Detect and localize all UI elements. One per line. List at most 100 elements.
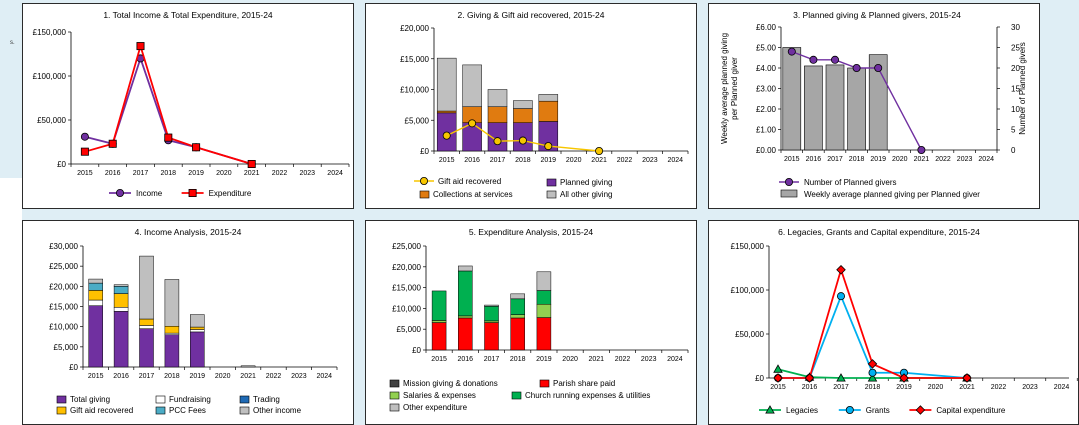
x-tick-label: 2019 bbox=[188, 170, 204, 177]
x-tick-label: 2022 bbox=[272, 170, 288, 177]
x-tick-label: 2022 bbox=[615, 356, 631, 363]
chart-panel-5: 5. Expenditure Analysis, 2015-24 £0 £5,000… bbox=[365, 220, 697, 425]
bar-segment-collections-at-services bbox=[513, 108, 533, 123]
chart-panel-6: 6. Legacies, Grants and Capital expendit… bbox=[708, 220, 1079, 425]
data-point-grants bbox=[836, 292, 845, 301]
x-tick-label: 2020 bbox=[566, 157, 582, 164]
bar-segment-other-income bbox=[88, 278, 103, 284]
bar-segment-other-income bbox=[190, 314, 205, 328]
legend-label-income: Income bbox=[136, 189, 163, 198]
bar-segment-total-giving bbox=[164, 334, 180, 368]
bar-segment-salaries-expenses bbox=[510, 314, 525, 319]
data-point-number-of-planned-givers bbox=[852, 64, 861, 73]
data-point-grants bbox=[868, 368, 877, 377]
x-tick-label: 2016 bbox=[458, 356, 474, 363]
bar-segment-pcc-fees bbox=[88, 282, 103, 291]
x-tick-label: 2020 bbox=[562, 356, 578, 363]
x-tick-label: 2022 bbox=[617, 157, 633, 164]
data-point-capital-expenditure bbox=[867, 359, 878, 369]
data-point-capital-expenditure bbox=[836, 264, 846, 275]
data-point-gift-aid-recovered bbox=[468, 119, 477, 128]
legend-label-weekly-average-planned-giving-per-planned-giver: Weekly average planned giving per Planne… bbox=[804, 190, 980, 199]
bar-segment-salaries-expenses bbox=[536, 303, 552, 318]
legend-swatch-collections-at-services bbox=[419, 190, 430, 199]
chart-title: 3. Planned giving & Planned givers, 2015… bbox=[793, 10, 961, 20]
bar-segment-gift-aid-recovered bbox=[88, 290, 103, 301]
bar-segment-pcc-fees bbox=[113, 286, 129, 294]
x-tick-label: 2022 bbox=[266, 373, 282, 380]
x-tick-label: 2015 bbox=[439, 157, 455, 164]
x-tick-label: 2021 bbox=[240, 373, 256, 380]
data-point-expenditure bbox=[164, 133, 173, 142]
bar-segment-total-giving bbox=[88, 305, 103, 368]
legend-marker-capital-expenditure bbox=[915, 405, 926, 415]
legend-swatch-other-income bbox=[239, 406, 250, 415]
data-point-expenditure bbox=[192, 143, 201, 152]
y-tick-label: £0 bbox=[57, 160, 66, 169]
legend-label-church-running-expenses-utilities: Church running expenses & utilities bbox=[525, 391, 650, 400]
side-blank bbox=[0, 178, 22, 425]
legend-label-grants: Grants bbox=[866, 406, 890, 415]
chart-title: 6. Legacies, Grants and Capital expendit… bbox=[778, 227, 980, 237]
bar-segment-church-running-expenses-utilities bbox=[458, 270, 473, 317]
x-tick-label: 2018 bbox=[865, 384, 881, 391]
y-tick-label: £150,000 bbox=[33, 28, 67, 37]
legend-marker-number-of-planned-givers bbox=[785, 177, 794, 186]
y-tick-label: £20,000 bbox=[49, 282, 78, 291]
series-line-capital-expenditure bbox=[778, 266, 967, 379]
data-point-expenditure bbox=[108, 139, 117, 148]
legend-label-number-of-planned-givers: Number of Planned givers bbox=[804, 178, 897, 187]
legend-label-planned-giving: Planned giving bbox=[560, 178, 612, 187]
y-tick-label: £5,000 bbox=[405, 116, 430, 125]
bar-segment-other-income bbox=[164, 279, 180, 327]
x-tick-label: 2015 bbox=[88, 373, 104, 380]
legend-swatch-parish-share-paid bbox=[539, 379, 550, 388]
legend-marker-expenditure bbox=[188, 188, 197, 197]
legend-label-gift-aid-recovered: Gift aid recovered bbox=[70, 406, 133, 415]
x-tick-label: 2023 bbox=[291, 373, 307, 380]
x-tick-label: 2019 bbox=[896, 384, 912, 391]
y-tick-label: £10,000 bbox=[392, 304, 421, 313]
legend-label-other-expenditure: Other expenditure bbox=[403, 403, 468, 412]
y-tick-label: £30,000 bbox=[49, 242, 78, 251]
bar-segment-other-income bbox=[113, 284, 129, 287]
data-point-number-of-planned-givers bbox=[809, 55, 818, 64]
x-tick-label: 2023 bbox=[1022, 384, 1038, 391]
y2-tick-label: 30 bbox=[1011, 23, 1020, 32]
y2-tick-label: 5 bbox=[1011, 126, 1016, 135]
data-point-gift-aid-recovered bbox=[595, 146, 604, 155]
chart-4: 4. Income Analysis, 2015-24 £0 £5,000 £10,0… bbox=[49, 227, 338, 415]
data-point-legacies bbox=[867, 373, 878, 382]
data-point-gift-aid-recovered bbox=[442, 131, 451, 140]
bar-segment-parish-share-paid bbox=[536, 317, 552, 351]
x-tick-label: 2015 bbox=[77, 170, 93, 177]
x-tick-label: 2021 bbox=[589, 356, 605, 363]
series-line-income bbox=[84, 55, 252, 165]
legend-label-collections-at-services: Collections at services bbox=[433, 190, 513, 199]
bar-weekly-average-planned-giving-per-planned-giver bbox=[782, 47, 802, 151]
bar-segment-salaries-expenses bbox=[431, 320, 447, 323]
x-tick-label: 2020 bbox=[215, 373, 231, 380]
legend-marker-income bbox=[116, 188, 125, 197]
bar-weekly-average-planned-giving-per-planned-giver bbox=[847, 67, 866, 151]
bar-segment-parish-share-paid bbox=[458, 317, 473, 351]
bar-segment-other-expenditure bbox=[458, 265, 473, 272]
bar-segment-fundraising bbox=[190, 329, 205, 333]
legend-swatch-other-expenditure bbox=[389, 403, 400, 412]
chart-6: 6. Legacies, Grants and Capital expendit… bbox=[731, 227, 1078, 415]
data-point-legacies bbox=[836, 373, 846, 382]
legend-swatch-total-giving bbox=[56, 395, 67, 404]
x-tick-label: 2023 bbox=[300, 170, 316, 177]
data-point-gift-aid-recovered bbox=[518, 136, 527, 145]
y-tick-label: £20,000 bbox=[392, 263, 421, 272]
y-tick-label: £0 bbox=[412, 346, 421, 355]
x-tick-label: 2021 bbox=[914, 156, 930, 163]
bar-segment-church-running-expenses-utilities bbox=[431, 290, 447, 321]
data-point-legacies bbox=[773, 364, 783, 373]
y-axis-title: Weekly average planned giving bbox=[720, 33, 729, 144]
bar-segment-fundraising bbox=[139, 325, 154, 329]
x-tick-label: 2024 bbox=[668, 157, 684, 164]
y-tick-label: £0 bbox=[420, 147, 429, 156]
data-point-expenditure bbox=[247, 159, 256, 168]
legend-label-all-other-giving: All other giving bbox=[560, 190, 612, 199]
